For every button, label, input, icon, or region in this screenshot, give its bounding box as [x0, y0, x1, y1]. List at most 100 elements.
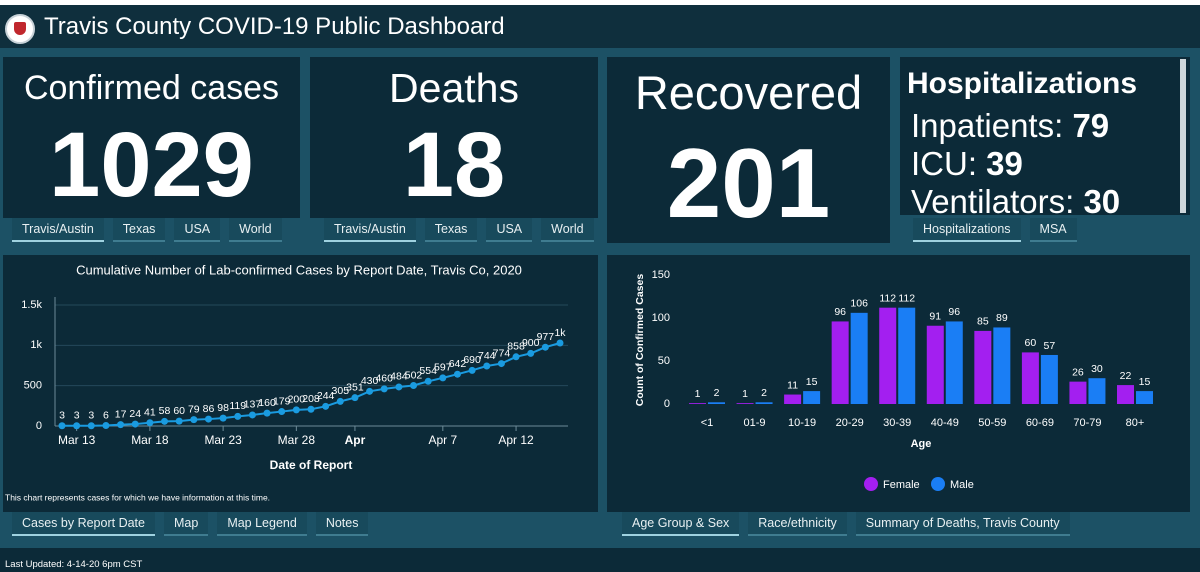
top-strip [0, 0, 1200, 5]
tab[interactable]: Texas [112, 218, 166, 242]
value-label: 1 [695, 388, 701, 400]
value-label: 22 [1120, 370, 1132, 382]
chart-title: Cumulative Number of Lab-confirmed Cases… [76, 262, 522, 277]
card-value: 201 [666, 128, 831, 238]
tab[interactable]: Race/ethnicity [748, 512, 847, 536]
point [541, 343, 549, 351]
value-label: 24 [129, 408, 141, 420]
tab[interactable]: World [541, 218, 594, 242]
value-label: 179 [273, 395, 291, 407]
legend-label: Male [950, 479, 974, 491]
point [439, 374, 447, 382]
value-label: 690 [463, 354, 481, 366]
value-label: 160 [258, 397, 276, 409]
point [380, 385, 388, 393]
bar [831, 321, 849, 404]
tab[interactable]: Hospitalizations [913, 218, 1021, 242]
value-label: 2 [714, 387, 720, 399]
bar [689, 403, 706, 404]
hospitalizations-card: Hospitalizations Inpatients: 79 ICU: 39 Ve… [900, 57, 1190, 215]
tab-bar: Travis/Austin Texas USA World [12, 218, 282, 242]
tab-bar: Cases by Report Date Map Map Legend Notes [12, 512, 369, 536]
card-title: Confirmed cases [23, 69, 280, 107]
value-label: 112 [879, 292, 896, 304]
tab[interactable]: USA [174, 218, 221, 242]
tab[interactable]: World [229, 218, 282, 242]
value-label: 244 [317, 390, 335, 402]
y-tick-label: 50 [658, 355, 670, 367]
x-tick-label: <1 [701, 417, 714, 429]
value-label: 460 [375, 373, 393, 385]
value-label: 58 [159, 405, 171, 417]
legend-item[interactable]: Male [931, 477, 974, 491]
value-label: 200 [288, 394, 306, 406]
value-label: 137 [244, 399, 262, 411]
value-label: 642 [449, 358, 467, 370]
bar [1088, 378, 1106, 404]
point [131, 420, 139, 428]
hosp-value: 79 [1072, 107, 1110, 144]
card-title: Deaths [389, 65, 519, 111]
value-label: 98 [217, 402, 229, 414]
value-label: 112 [898, 292, 915, 304]
tab[interactable]: Travis/Austin [324, 218, 416, 242]
legend-swatch [931, 477, 945, 491]
tab[interactable]: Map [163, 512, 209, 536]
value-label: 57 [1044, 340, 1056, 352]
tab[interactable]: Summary of Deaths, Travis County [855, 512, 1070, 536]
point [483, 362, 491, 370]
bar [708, 402, 725, 404]
y-axis-label: Count of Confirmed Cases [634, 274, 646, 407]
hosp-label: Inpatients: [911, 107, 1064, 144]
tab[interactable]: Notes [315, 512, 369, 536]
value-label: 858 [507, 341, 525, 353]
value-label: 79 [188, 403, 200, 415]
value-label: 3 [88, 410, 94, 422]
value-label: 554 [419, 365, 437, 377]
legend-label: Female [883, 479, 920, 491]
card-title: Hospitalizations [907, 67, 1138, 100]
x-tick-label: Apr 7 [428, 433, 457, 447]
point [351, 394, 359, 402]
value-label: 6 [103, 409, 109, 421]
value-label: 119 [229, 400, 246, 412]
point [204, 415, 212, 423]
value-label: 774 [493, 347, 511, 359]
tab-bar: Travis/Austin Texas USA World [324, 218, 594, 242]
card-title: Recovered [634, 66, 863, 119]
scrollbar[interactable] [1180, 59, 1186, 213]
point [248, 411, 256, 419]
bar [755, 402, 773, 404]
header-title: Travis County COVID-19 Public Dashboard [44, 13, 505, 40]
x-tick-label: 30-39 [883, 417, 911, 429]
bar [1136, 391, 1153, 404]
point [58, 422, 66, 430]
value-label: 900 [522, 337, 540, 349]
legend-swatch [864, 477, 878, 491]
bar [898, 307, 916, 404]
tab[interactable]: Texas [424, 218, 478, 242]
tab[interactable]: Travis/Austin [12, 218, 104, 242]
point [468, 366, 476, 374]
value-label: 2 [761, 387, 767, 399]
value-label: 60 [1025, 337, 1037, 349]
bar [1040, 354, 1058, 404]
legend-item[interactable]: Female [864, 477, 920, 491]
point [190, 416, 198, 424]
tab[interactable]: Map Legend [217, 512, 307, 536]
point [336, 397, 344, 405]
hosp-label: Ventilators: [911, 183, 1075, 215]
hosp-value: 39 [986, 145, 1023, 182]
value-label: 1k [554, 327, 566, 339]
value-label: 91 [929, 311, 941, 323]
tab[interactable]: MSA [1029, 218, 1077, 242]
point [307, 405, 315, 413]
bar [926, 325, 944, 404]
tab[interactable]: Age Group & Sex [622, 512, 740, 536]
recovered-card: Recovered 201 [607, 57, 890, 243]
tab[interactable]: USA [486, 218, 533, 242]
point [453, 370, 461, 378]
point [146, 419, 154, 427]
card-value: 1029 [49, 114, 254, 216]
tab[interactable]: Cases by Report Date [12, 512, 155, 536]
